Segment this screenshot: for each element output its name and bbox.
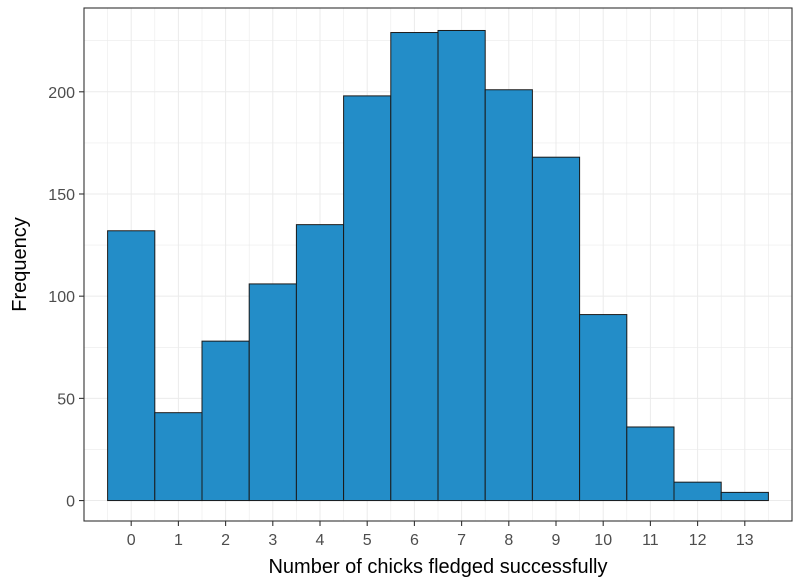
y-axis-ticks: 0 50 100 150 200 (48, 85, 84, 511)
bar-12 (673, 481, 722, 502)
bar-0 (107, 230, 156, 502)
y-tick-label: 50 (57, 391, 75, 408)
y-tick-label: 0 (66, 494, 75, 511)
bar-13 (720, 491, 769, 502)
x-tick-label: 11 (642, 532, 659, 549)
y-tick-label: 150 (48, 187, 75, 204)
bars (107, 29, 769, 502)
bar-7 (437, 29, 486, 502)
x-tick-label: 5 (363, 532, 372, 549)
bar-3 (248, 283, 297, 502)
bar-10 (579, 314, 628, 502)
x-tick-label: 7 (457, 532, 466, 549)
x-axis-ticks: 0 1 2 3 4 5 6 7 8 9 10 11 12 13 (127, 521, 754, 549)
x-tick-label: 6 (410, 532, 419, 549)
y-axis-title: Frequency (9, 217, 31, 312)
x-tick-label: 10 (594, 532, 612, 549)
x-tick-label: 4 (316, 532, 325, 549)
y-tick-label: 200 (48, 85, 75, 102)
bar-9 (531, 156, 581, 502)
bar-6 (390, 32, 439, 502)
x-tick-label: 2 (221, 532, 230, 549)
bar-1 (154, 412, 203, 502)
bar-2 (201, 340, 250, 502)
y-tick-label: 100 (48, 289, 75, 306)
x-tick-label: 0 (127, 532, 136, 549)
x-tick-label: 3 (268, 532, 277, 549)
x-tick-label: 12 (689, 532, 707, 549)
x-axis-title: Number of chicks fledged successfully (268, 556, 607, 578)
x-tick-label: 13 (736, 532, 754, 549)
bar-5 (343, 95, 392, 502)
panel-border (83, 7, 793, 522)
x-tick-label: 8 (504, 532, 513, 549)
bar-8 (484, 89, 533, 502)
bar-11 (626, 426, 675, 502)
x-tick-label: 1 (174, 532, 183, 549)
bar-4 (295, 224, 345, 502)
x-tick-label: 9 (552, 532, 561, 549)
